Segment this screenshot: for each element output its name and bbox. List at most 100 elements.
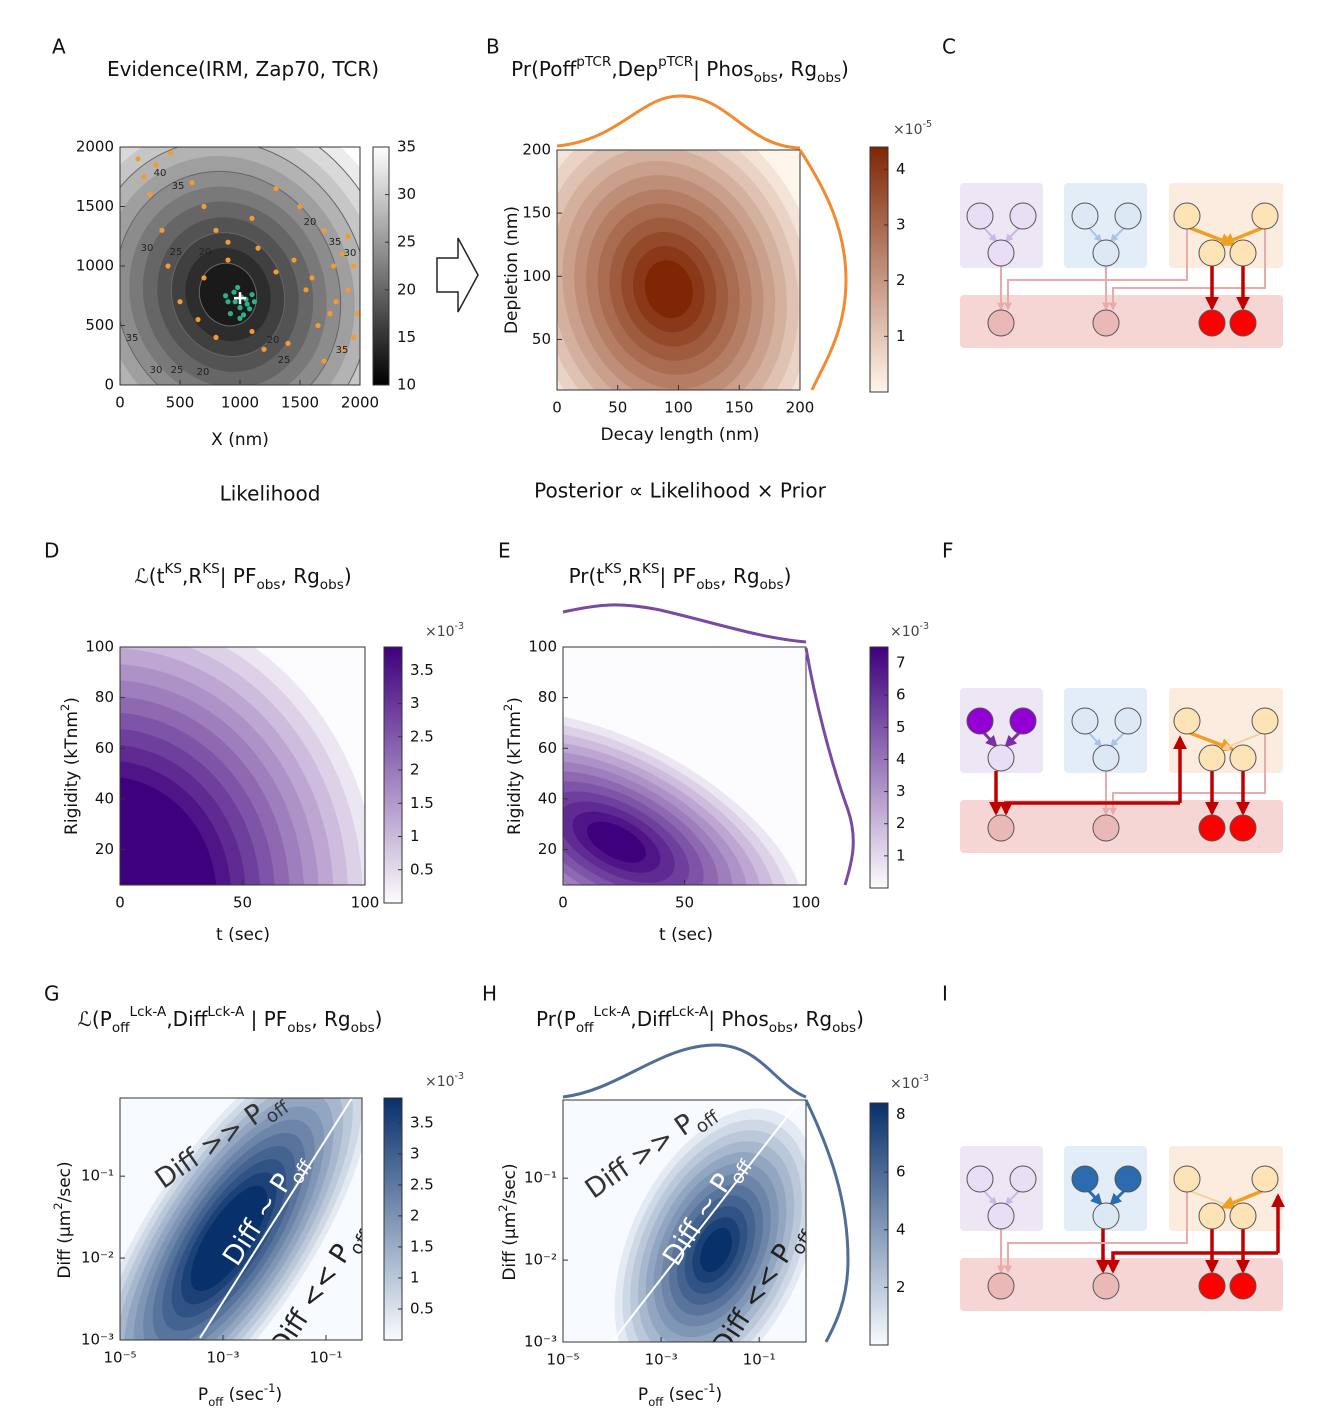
chart-title-part: , Rg	[793, 1007, 832, 1031]
x-axis-label-part: (sec	[663, 1385, 704, 1405]
contour-field: Diff >> PoffDiff ~ PoffDiff << Poff	[563, 1077, 859, 1408]
panel-label: D	[44, 539, 59, 563]
colorbar-tick-label: 2	[896, 1278, 906, 1296]
contour-label: 20	[267, 335, 280, 346]
contour-label: 25	[278, 355, 291, 366]
y-tick-label: 10⁻¹	[81, 1167, 114, 1185]
chart-title-part: Evidence(IRM, Zap70, TCR)	[107, 57, 379, 81]
colorbar-multiplier-part: -3	[920, 621, 930, 632]
colorbar-multiplier-part: ×10	[890, 1076, 920, 1092]
panel-label: G	[44, 982, 60, 1006]
colorbar-multiplier: ×10-3	[890, 621, 929, 640]
colorbar-tick-label: 35	[397, 138, 416, 156]
scatter-point	[231, 290, 236, 295]
scatter-point	[201, 204, 206, 209]
contour-label: 40	[154, 168, 167, 179]
y-tick-label: 40	[538, 789, 557, 807]
x-tick-label: 10⁻¹	[743, 1351, 776, 1369]
y-axis-label-part: /sec)	[55, 1161, 75, 1202]
x-tick-label: 0	[115, 894, 125, 912]
chart-title: Evidence(IRM, Zap70, TCR)	[107, 57, 379, 81]
section-header: Likelihood	[220, 482, 321, 506]
scatter-point	[331, 263, 336, 268]
y-tick-label: 500	[85, 316, 114, 334]
scatter-point	[252, 299, 257, 304]
y-tick-label: 0	[104, 376, 114, 394]
colorbar-multiplier-part: ×10	[890, 624, 920, 640]
colorbar-multiplier-part: ×10	[425, 1074, 455, 1090]
scatter-point	[249, 292, 254, 297]
x-axis-label-part: P	[638, 1385, 648, 1405]
y-tick-label: 100	[522, 267, 551, 285]
scatter-point	[261, 347, 266, 352]
colorbar-tick-label: 3	[896, 215, 906, 233]
scatter-point	[213, 228, 218, 233]
chart-title: Pr(tKS,RKS| PFobs, Rgobs)	[569, 561, 792, 593]
chart-title-part: | PF	[220, 564, 257, 588]
y-axis-label: Rigidity (kTnm2)	[501, 697, 526, 835]
colorbar-tick-label: 25	[397, 233, 416, 251]
chart-title-part: Lck-A	[594, 1004, 632, 1020]
scatter-point	[309, 275, 314, 280]
colorbar-tick-label: 30	[397, 185, 416, 203]
colorbar-multiplier: ×10-5	[893, 119, 932, 138]
scatter-point	[245, 301, 250, 306]
scatter-point	[285, 341, 290, 346]
scatter-point	[333, 299, 338, 304]
panel-label: H	[482, 982, 497, 1006]
contour-band	[0, 777, 217, 1017]
colorbar-tick-label: 2.5	[410, 1175, 434, 1193]
chart-title-part: obs	[287, 1020, 311, 1036]
chart-title: Pr(PoffpTCR,DeppTCR| Phosobs, Rgobs)	[511, 54, 849, 86]
chart-title-part: , Rg	[720, 564, 759, 588]
chart-title-part: ℒ(P	[78, 1007, 112, 1031]
chart-title-part: obs	[754, 70, 778, 86]
colorbar-multiplier-part: -3	[920, 1073, 930, 1084]
chart-title-part: ,R	[622, 564, 642, 588]
x-axis-label: Poff (sec-1)	[638, 1381, 722, 1408]
x-axis-label: Decay length (nm)	[601, 425, 760, 445]
scatter-point	[291, 257, 296, 262]
colorbar-multiplier-part: -3	[455, 621, 465, 632]
colorbar-tick-label: 1	[896, 327, 906, 345]
panel-label: I	[942, 982, 948, 1006]
chart-title-part: ℒ(t	[134, 564, 164, 588]
x-tick-label: 50	[675, 894, 694, 912]
contour-label: 35	[336, 345, 349, 356]
colorbar-multiplier: ×10-3	[890, 1073, 929, 1092]
colorbar	[373, 147, 389, 385]
x-tick-label: 0	[552, 399, 562, 417]
colorbar-tick-label: 15	[397, 328, 416, 346]
x-tick-label: 0	[115, 394, 125, 412]
x-tick-label: 0	[558, 894, 568, 912]
x-tick-label: 10⁻⁵	[103, 1349, 136, 1367]
scatter-point	[355, 311, 360, 316]
x-axis-label-part: -1	[264, 1381, 276, 1395]
y-tick-label: 10⁻²	[81, 1249, 114, 1267]
colorbar-tick-label: 1	[410, 827, 420, 845]
chart-title-part: )	[841, 57, 849, 81]
chart-title-part: )	[344, 564, 352, 588]
scatter-point	[168, 150, 173, 155]
colorbar-tick-label: 10	[397, 376, 416, 394]
chart-title: Pr(PoffLck-A,DiffLck-A| Phosobs, Rgobs)	[536, 1004, 864, 1036]
colorbar-tick-label: 0.5	[410, 860, 434, 878]
x-tick-label: 10⁻¹	[309, 1349, 342, 1367]
scatter-point	[321, 228, 326, 233]
chart-title-part: KS	[642, 561, 660, 577]
contour-label: 35	[126, 333, 139, 344]
colorbar-tick-label: 6	[896, 686, 906, 704]
chart-title-part: obs	[320, 577, 344, 593]
x-axis-label-part: Decay length (nm)	[601, 425, 760, 445]
chart-title-part: Pr(P	[536, 1007, 576, 1031]
chart-title-part: , Rg	[778, 57, 817, 81]
y-axis-label-part: Rigidity (kTnm	[62, 711, 82, 835]
scatter-point	[351, 335, 356, 340]
chart-title-part: obs	[769, 1020, 793, 1036]
scatter-point	[135, 156, 140, 161]
x-tick-label: 50	[608, 399, 627, 417]
y-axis-label-part: )	[62, 697, 82, 704]
y-axis-label-part: 2	[58, 704, 72, 711]
chart-title-part: )	[784, 564, 792, 588]
scatter-point	[315, 323, 320, 328]
